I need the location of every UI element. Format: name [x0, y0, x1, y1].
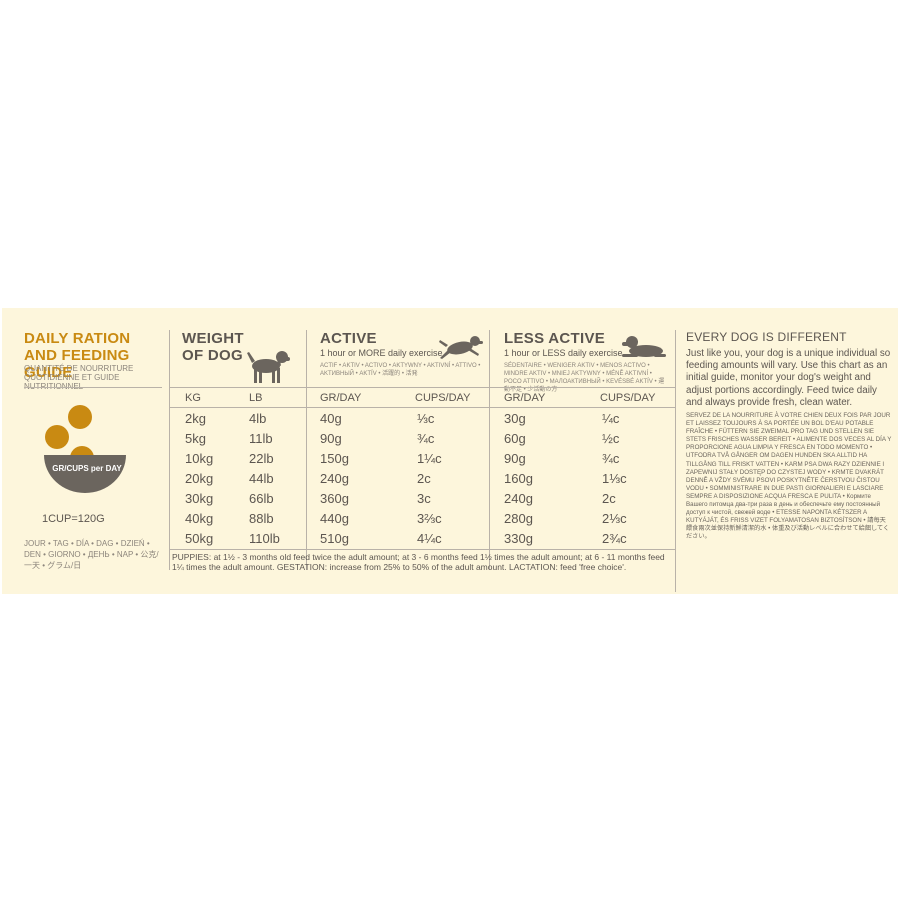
cell-less-gr: 160g — [504, 471, 533, 486]
cell-active-gr: 360g — [320, 491, 349, 506]
guide-subtitle: QUANTITÉ DE NOURRITURE QUOTIDIENNE ET GU… — [24, 364, 134, 391]
cell-less-gr: 240g — [504, 491, 533, 506]
cup-conversion: 1CUP=120G — [42, 513, 105, 525]
cell-less-cups: 2⅓c — [602, 511, 627, 526]
cell-active-cups: 3c — [417, 491, 431, 506]
active-header: ACTIVE — [320, 330, 377, 347]
every-dog-title: EVERY DOG IS DIFFERENT — [686, 330, 847, 344]
puppy-footnote: PUPPIES: at 1½ - 3 months old feed twice… — [172, 552, 665, 572]
less-active-translations: SÉDENTAIRE • WENIGER AKTIV • MENOS ACTIV… — [504, 363, 665, 393]
cell-active-cups: 1¼c — [417, 451, 442, 466]
cell-less-gr: 60g — [504, 431, 526, 446]
bowl-icon — [44, 405, 126, 493]
less-active-header: LESS ACTIVE — [504, 330, 606, 347]
col-active-gr: GR/DAY — [320, 392, 362, 404]
cell-lb: 11lb — [249, 431, 273, 446]
cell-kg: 20kg — [185, 471, 214, 486]
cell-less-cups: ¾c — [602, 451, 620, 466]
cell-kg: 30kg — [185, 491, 214, 506]
every-dog-translations: SERVEZ DE LA NOURRITURE À VOTRE CHIEN DE… — [686, 412, 892, 541]
cell-lb: 88lb — [249, 511, 274, 526]
col-active-cups: CUPS/DAY — [415, 392, 471, 404]
cell-kg: 40kg — [185, 511, 214, 526]
cell-active-cups: ¾c — [417, 431, 435, 446]
col-lb: LB — [249, 392, 263, 404]
header-rule — [169, 387, 675, 388]
divider — [489, 330, 490, 570]
guide-title: DAILY RATION AND FEEDING GUIDE — [24, 330, 131, 381]
cell-lb: 110lb — [249, 531, 280, 546]
running-dog-icon — [439, 336, 483, 359]
cell-kg: 2kg — [185, 411, 206, 426]
cell-active-gr: 150g — [320, 451, 349, 466]
lying-dog-icon — [622, 336, 666, 357]
bowl-label: GR/CUPS per DAY — [52, 464, 122, 473]
cell-lb: 4lb — [249, 411, 267, 426]
header-rule-bottom — [169, 407, 675, 408]
cell-lb: 44lb — [249, 471, 274, 486]
cell-less-gr: 90g — [504, 451, 526, 466]
cell-less-cups: 2¾c — [602, 531, 627, 546]
active-subtitle: 1 hour or MORE daily exercise — [320, 348, 443, 358]
brand-divider — [24, 387, 162, 388]
active-translations: ACTIF • AKTIV • ACTIVO • AKTYWNY • AKTIV… — [320, 363, 481, 377]
cell-active-cups: 3⅔c — [417, 511, 442, 526]
divider — [675, 330, 676, 592]
day-translations: JOUR • TAG • DÍA • DAG • DZIEŃ • DEN • G… — [24, 539, 159, 570]
cell-less-cups: ½c — [602, 431, 620, 446]
less-active-subtitle: 1 hour or LESS daily exercise — [504, 348, 623, 358]
divider — [306, 330, 307, 570]
cell-active-gr: 40g — [320, 411, 342, 426]
cell-active-cups: ⅓c — [417, 411, 435, 426]
cell-less-gr: 280g — [504, 511, 533, 526]
cell-less-gr: 330g — [504, 531, 533, 546]
cell-less-cups: ¼c — [602, 411, 620, 426]
feeding-guide-panel: DAILY RATION AND FEEDING GUIDE QUANTITÉ … — [2, 308, 898, 594]
cell-active-cups: 4¼c — [417, 531, 442, 546]
cell-less-cups: 1⅓c — [602, 471, 627, 486]
cell-active-gr: 240g — [320, 471, 349, 486]
footnote-rule — [169, 549, 675, 550]
cell-active-gr: 510g — [320, 531, 349, 546]
cell-less-gr: 30g — [504, 411, 526, 426]
cell-kg: 10kg — [185, 451, 214, 466]
cell-lb: 66lb — [249, 491, 274, 506]
col-less-cups: CUPS/DAY — [600, 392, 656, 404]
cell-active-gr: 90g — [320, 431, 342, 446]
cell-active-cups: 2c — [417, 471, 431, 486]
cell-active-gr: 440g — [320, 511, 349, 526]
cell-kg: 5kg — [185, 431, 206, 446]
cell-kg: 50kg — [185, 531, 214, 546]
standing-dog-icon — [247, 351, 290, 383]
cell-lb: 22lb — [249, 451, 274, 466]
cell-less-cups: 2c — [602, 491, 616, 506]
weight-header: WEIGHT OF DOG — [182, 330, 244, 364]
col-less-gr: GR/DAY — [504, 392, 546, 404]
divider — [169, 330, 170, 570]
col-kg: KG — [185, 392, 201, 404]
every-dog-body: Just like you, your dog is a unique indi… — [686, 348, 891, 408]
